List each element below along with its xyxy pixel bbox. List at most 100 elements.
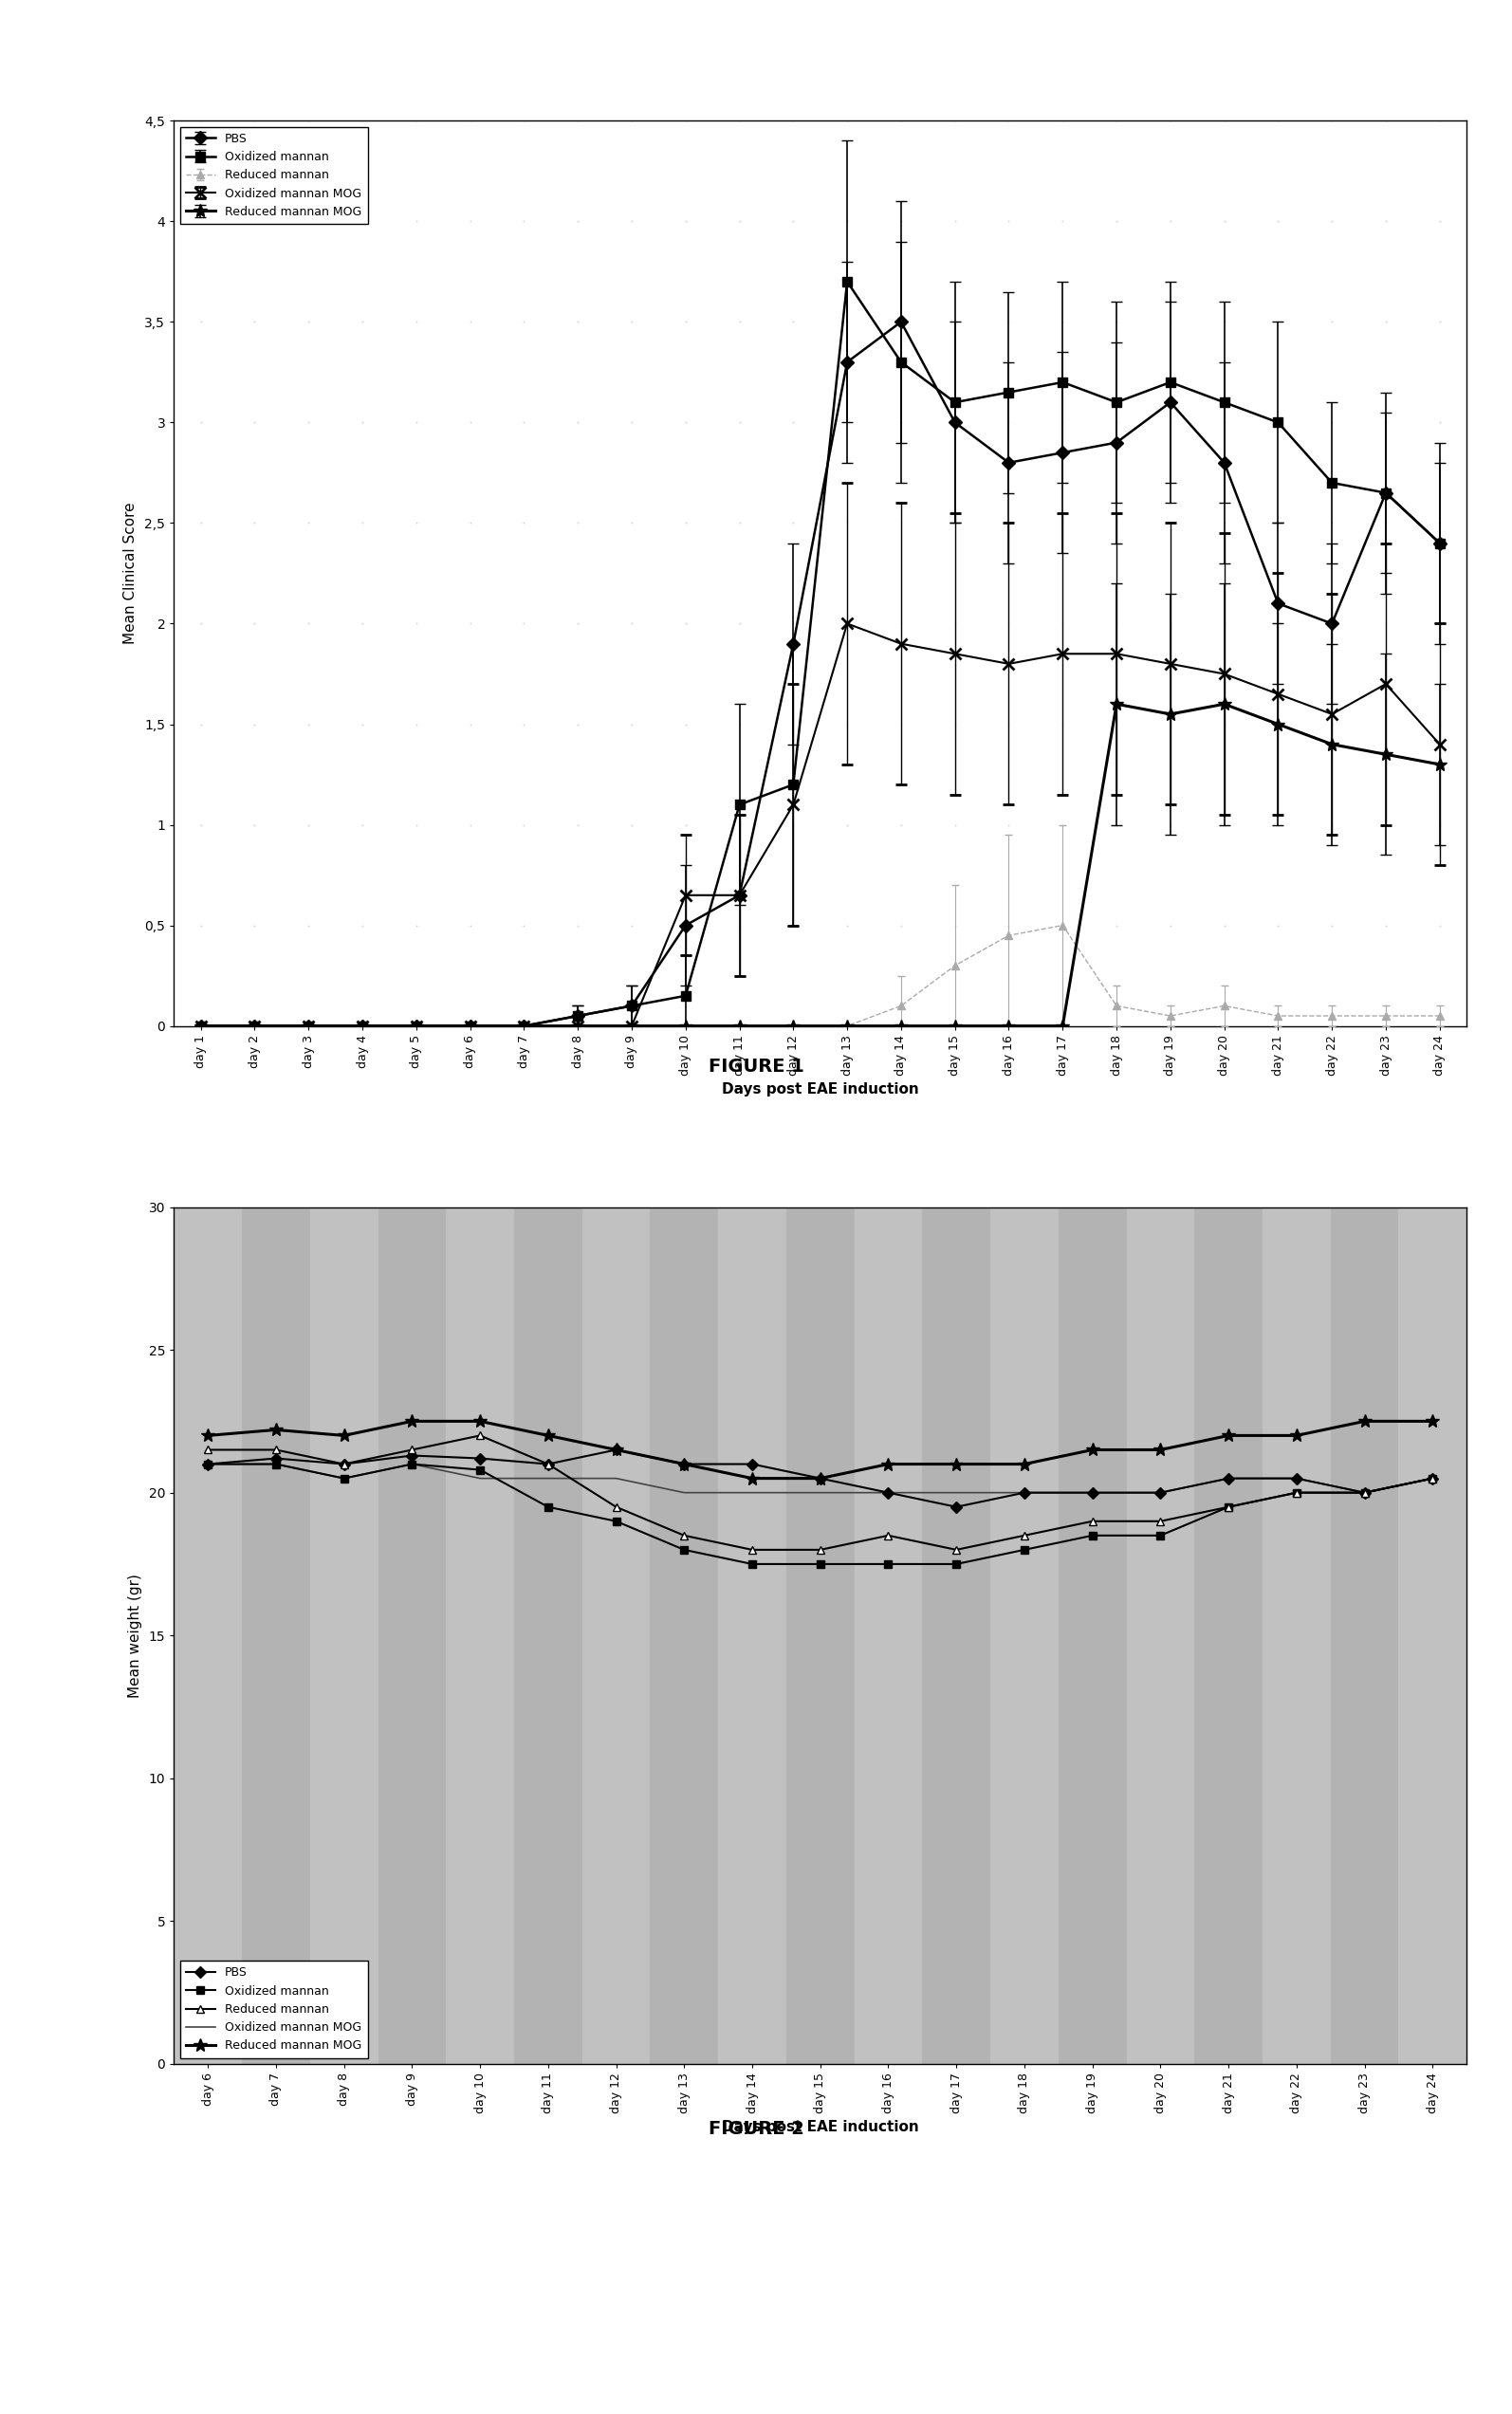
Oxidized mannan MOG	[1015, 1477, 1033, 1506]
X-axis label: Days post EAE induction: Days post EAE induction	[721, 2119, 919, 2134]
Oxidized mannan	[947, 1550, 965, 1579]
Bar	[514, 1207, 582, 2064]
PBS	[538, 1448, 556, 1477]
Bar	[1058, 1207, 1126, 2064]
Oxidized mannan	[402, 1448, 420, 1477]
Reduced mannan	[538, 1448, 556, 1477]
Line: Reduced mannan MOG: Reduced mannan MOG	[201, 1415, 1439, 1485]
X-axis label: Days post EAE induction: Days post EAE induction	[721, 1081, 919, 1096]
Oxidized mannan MOG	[538, 1463, 556, 1492]
Bar	[1399, 1207, 1467, 2064]
Reduced mannan	[402, 1436, 420, 1465]
Oxidized mannan MOG	[1424, 1463, 1442, 1492]
Reduced mannan MOG	[1424, 1407, 1442, 1436]
Reduced mannan MOG	[1355, 1407, 1373, 1436]
Line: Oxidized mannan MOG: Oxidized mannan MOG	[207, 1463, 1433, 1492]
Bar	[378, 1207, 446, 2064]
Oxidized mannan	[1287, 1477, 1305, 1506]
Bar	[582, 1207, 650, 2064]
Reduced mannan MOG	[674, 1448, 692, 1477]
Bar	[1194, 1207, 1263, 2064]
Oxidized mannan MOG	[1287, 1463, 1305, 1492]
Oxidized mannan	[198, 1448, 216, 1477]
Reduced mannan MOG	[1083, 1436, 1101, 1465]
Oxidized mannan	[538, 1492, 556, 1521]
Bar	[718, 1207, 786, 2064]
PBS	[1355, 1477, 1373, 1506]
Oxidized mannan MOG	[1152, 1477, 1170, 1506]
Oxidized mannan MOG	[606, 1463, 624, 1492]
PBS	[1083, 1477, 1101, 1506]
PBS	[1015, 1477, 1033, 1506]
PBS	[198, 1448, 216, 1477]
Bar	[1126, 1207, 1194, 2064]
PBS	[810, 1463, 829, 1492]
Reduced mannan	[266, 1436, 284, 1465]
Reduced mannan	[1152, 1506, 1170, 1535]
Reduced mannan	[334, 1448, 352, 1477]
Oxidized mannan MOG	[810, 1477, 829, 1506]
Reduced mannan MOG	[198, 1422, 216, 1451]
Reduced mannan	[1219, 1492, 1237, 1521]
Oxidized mannan MOG	[1219, 1463, 1237, 1492]
Reduced mannan	[674, 1521, 692, 1550]
Reduced mannan MOG	[1219, 1422, 1237, 1451]
Oxidized mannan MOG	[674, 1477, 692, 1506]
Oxidized mannan	[880, 1550, 898, 1579]
Oxidized mannan	[472, 1456, 490, 1485]
PBS	[1219, 1463, 1237, 1492]
Text: FIGURE 2: FIGURE 2	[708, 2119, 804, 2139]
Reduced mannan MOG	[402, 1407, 420, 1436]
Oxidized mannan	[1424, 1463, 1442, 1492]
Reduced mannan MOG	[606, 1436, 624, 1465]
Oxidized mannan	[606, 1506, 624, 1535]
Oxidized mannan	[1355, 1477, 1373, 1506]
Oxidized mannan MOG	[947, 1477, 965, 1506]
Legend: PBS, Oxidized mannan, Reduced mannan, Oxidized mannan MOG, Reduced mannan MOG: PBS, Oxidized mannan, Reduced mannan, Ox…	[180, 1960, 367, 2059]
Bar	[1331, 1207, 1399, 2064]
Oxidized mannan MOG	[1355, 1477, 1373, 1506]
Text: FIGURE 1: FIGURE 1	[708, 1057, 804, 1077]
Oxidized mannan	[674, 1535, 692, 1564]
Reduced mannan	[198, 1436, 216, 1465]
Reduced mannan	[606, 1492, 624, 1521]
PBS	[1152, 1477, 1170, 1506]
Oxidized mannan MOG	[1083, 1477, 1101, 1506]
Oxidized mannan	[742, 1550, 761, 1579]
Reduced mannan MOG	[947, 1448, 965, 1477]
Bar	[786, 1207, 854, 2064]
Oxidized mannan	[810, 1550, 829, 1579]
PBS	[947, 1492, 965, 1521]
Reduced mannan MOG	[266, 1415, 284, 1444]
Oxidized mannan	[334, 1463, 352, 1492]
Oxidized mannan MOG	[402, 1448, 420, 1477]
Y-axis label: Mean weight (gr): Mean weight (gr)	[129, 1574, 142, 1697]
Reduced mannan MOG	[1152, 1436, 1170, 1465]
Line: Reduced mannan: Reduced mannan	[204, 1432, 1436, 1555]
Reduced mannan	[1015, 1521, 1033, 1550]
Oxidized mannan	[1015, 1535, 1033, 1564]
Reduced mannan	[742, 1535, 761, 1564]
Reduced mannan MOG	[538, 1422, 556, 1451]
Bar	[242, 1207, 310, 2064]
Bar	[446, 1207, 514, 2064]
Oxidized mannan MOG	[742, 1477, 761, 1506]
Oxidized mannan	[1152, 1521, 1170, 1550]
Oxidized mannan MOG	[266, 1448, 284, 1477]
Oxidized mannan MOG	[880, 1477, 898, 1506]
Reduced mannan	[1083, 1506, 1101, 1535]
PBS	[606, 1436, 624, 1465]
Line: Oxidized mannan: Oxidized mannan	[204, 1460, 1436, 1569]
Reduced mannan	[1355, 1477, 1373, 1506]
Bar	[854, 1207, 922, 2064]
Bar	[310, 1207, 378, 2064]
PBS	[674, 1448, 692, 1477]
Bar	[922, 1207, 990, 2064]
Reduced mannan MOG	[472, 1407, 490, 1436]
Y-axis label: Mean Clinical Score: Mean Clinical Score	[124, 502, 138, 645]
Reduced mannan	[1287, 1477, 1305, 1506]
PBS	[742, 1448, 761, 1477]
PBS	[1424, 1463, 1442, 1492]
Reduced mannan MOG	[1287, 1422, 1305, 1451]
Oxidized mannan MOG	[472, 1463, 490, 1492]
